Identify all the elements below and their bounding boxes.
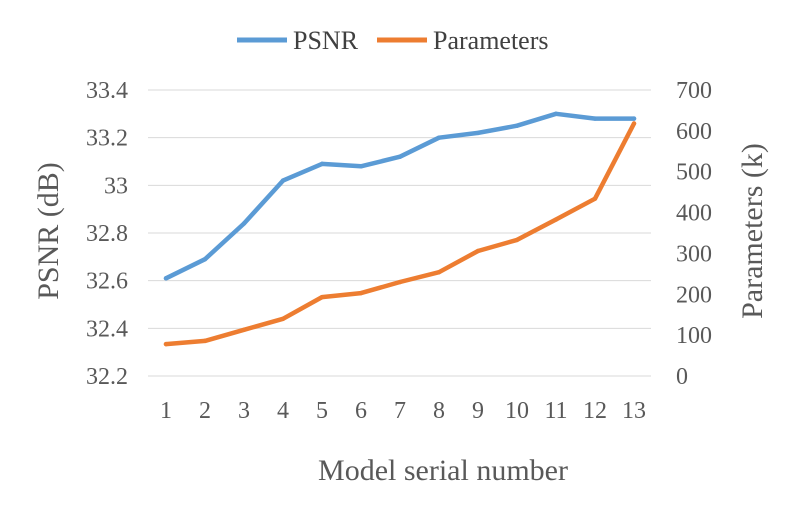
data-point-parameters (631, 121, 637, 126)
x-tick-label: 1 (160, 398, 172, 424)
x-tick-label: 5 (316, 398, 328, 424)
x-tick-label: 11 (544, 398, 567, 424)
data-point-parameters (319, 294, 325, 300)
left-axis-ticks: 32.2 32.4 32.6 32.8 33 33.2 33.4 (86, 78, 128, 390)
data-point-parameters (163, 341, 169, 347)
x-tick-label: 2 (199, 398, 211, 424)
x-tick-label: 10 (505, 398, 529, 424)
series-line-psnr (163, 111, 637, 281)
left-tick-label: 32.6 (86, 269, 128, 295)
x-tick-label: 6 (355, 398, 367, 424)
x-tick-label: 13 (622, 398, 646, 424)
right-tick-label: 400 (676, 201, 712, 227)
right-axis-ticks: 0 100 200 300 400 500 600 700 (676, 78, 712, 390)
data-point-parameters (514, 237, 520, 243)
left-tick-label: 33.2 (86, 126, 128, 152)
right-tick-label: 200 (676, 282, 712, 308)
x-tick-label: 4 (277, 398, 289, 424)
data-point-parameters (202, 338, 208, 344)
left-tick-label: 32.2 (86, 364, 128, 390)
data-point-parameters (553, 217, 559, 222)
data-point-psnr (397, 154, 403, 159)
right-tick-label: 500 (676, 160, 712, 186)
data-point-psnr (241, 221, 247, 226)
data-point-psnr (514, 123, 520, 128)
data-point-parameters (436, 270, 442, 275)
x-tick-label: 8 (433, 398, 445, 424)
right-tick-label: 600 (676, 119, 712, 145)
data-point-psnr (436, 135, 442, 140)
data-point-psnr (280, 178, 286, 183)
x-axis-ticks: 1 2 3 4 5 6 7 8 9 10 11 12 13 (160, 398, 646, 424)
legend-label-parameters: Parameters (433, 26, 549, 55)
left-tick-label: 33 (104, 173, 128, 199)
legend: PSNR Parameters (237, 26, 549, 55)
x-tick-label: 9 (472, 398, 484, 424)
data-point-psnr (631, 116, 637, 121)
right-tick-label: 300 (676, 241, 712, 267)
data-point-psnr (319, 161, 325, 167)
data-point-parameters (280, 316, 286, 321)
left-tick-label: 32.4 (86, 316, 128, 342)
data-point-psnr (202, 257, 208, 262)
data-point-psnr (475, 130, 481, 136)
right-tick-label: 0 (676, 364, 688, 390)
x-tick-label: 12 (583, 398, 607, 424)
right-tick-label: 700 (676, 78, 712, 104)
data-point-parameters (241, 327, 247, 333)
data-point-psnr (553, 111, 559, 117)
data-point-parameters (475, 248, 481, 254)
data-point-parameters (592, 196, 598, 201)
x-tick-label: 7 (394, 398, 406, 424)
right-axis-title: Parameters (k) (736, 143, 769, 319)
data-point-parameters (397, 279, 403, 285)
x-tick-label: 3 (238, 398, 250, 424)
left-tick-label: 33.4 (86, 78, 128, 104)
x-axis-title: Model serial number (318, 454, 568, 487)
data-point-psnr (358, 164, 364, 169)
legend-label-psnr: PSNR (293, 26, 359, 55)
gridlines (148, 89, 651, 377)
left-axis-title: PSNR (dB) (32, 162, 65, 300)
left-tick-label: 32.8 (86, 221, 128, 247)
data-point-psnr (163, 276, 169, 281)
right-tick-label: 100 (676, 323, 712, 349)
data-point-psnr (592, 116, 598, 121)
data-point-parameters (358, 290, 364, 296)
series-lines (163, 111, 637, 347)
